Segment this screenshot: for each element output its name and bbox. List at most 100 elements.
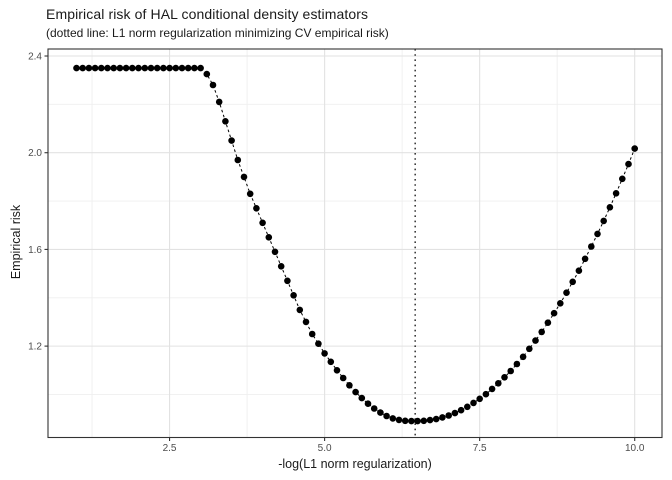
y-tick-label: 2.0 (28, 148, 42, 159)
risk-data-point (339, 374, 347, 382)
risk-data-point (228, 137, 235, 144)
risk-data-point (271, 248, 279, 256)
risk-data-point (358, 394, 366, 402)
x-tick-label: 5.0 (318, 443, 332, 454)
risk-data-point (222, 118, 229, 125)
risk-data-point (563, 289, 570, 297)
risk-data-point (414, 417, 421, 425)
risk-data-point (544, 319, 552, 327)
risk-data-point (253, 205, 260, 212)
risk-data-point (259, 219, 266, 227)
risk-data-point (302, 318, 310, 326)
risk-data-point (197, 64, 204, 72)
risk-data-point (172, 64, 180, 72)
risk-data-point (110, 64, 117, 72)
risk-data-point (116, 64, 124, 72)
risk-data-point (240, 173, 248, 181)
risk-data-point (277, 263, 285, 270)
risk-data-point (501, 374, 508, 381)
risk-data-point (364, 400, 372, 408)
risk-data-point (557, 300, 564, 307)
risk-data-point (321, 350, 328, 357)
risk-data-point (184, 64, 192, 72)
risk-data-point (352, 388, 359, 396)
risk-data-point (290, 292, 297, 299)
x-tick-label: 10.0 (625, 443, 645, 454)
risk-data-point (470, 399, 477, 407)
risk-data-point (519, 353, 527, 361)
risk-data-point (104, 64, 111, 72)
x-axis-title: -log(L1 norm regularization) (278, 457, 432, 471)
risk-data-point (166, 64, 173, 72)
risk-data-point (246, 190, 254, 198)
risk-data-point (308, 330, 316, 338)
risk-data-point (426, 416, 434, 424)
risk-data-point (569, 278, 576, 286)
y-axis-title: Empirical risk (9, 204, 23, 280)
risk-data-point (451, 409, 459, 417)
risk-data-point (395, 416, 403, 424)
risk-data-point (476, 395, 484, 403)
panel-border (47, 48, 663, 439)
risk-data-point (79, 64, 86, 72)
risk-data-point (532, 337, 539, 344)
risk-data-point (488, 385, 496, 393)
risk-data-point (327, 358, 335, 366)
x-tick-label: 2.5 (163, 443, 177, 454)
risk-data-point (135, 64, 142, 72)
risk-data-point (600, 217, 607, 225)
risk-data-point (619, 175, 626, 183)
risk-data-point (625, 160, 632, 168)
panel-background (48, 49, 662, 438)
risk-data-point (346, 382, 353, 389)
risk-data-point (333, 367, 341, 374)
risk-data-point (265, 234, 273, 241)
risk-data-point (122, 64, 130, 72)
risk-data-point (284, 277, 291, 285)
risk-data-point (575, 267, 583, 275)
risk-data-point (91, 64, 99, 72)
risk-data-point (432, 415, 440, 423)
risk-data-point (495, 380, 502, 387)
risk-data-point (464, 403, 471, 411)
risk-data-point (550, 309, 558, 317)
y-tick-label: 2.4 (28, 52, 42, 63)
y-tick-label: 1.2 (28, 342, 42, 353)
risk-data-point (215, 98, 223, 106)
risk-data-point (209, 81, 217, 89)
risk-data-point (420, 417, 428, 425)
risk-data-point (538, 328, 545, 336)
risk-data-point (389, 415, 397, 422)
risk-data-point (457, 406, 465, 414)
risk-data-point (408, 417, 415, 425)
risk-data-point (129, 64, 136, 72)
risk-data-point (513, 360, 521, 368)
risk-data-point (153, 64, 161, 72)
risk-data-point (141, 64, 149, 72)
risk-data-point (191, 64, 198, 72)
risk-data-point (606, 204, 614, 211)
risk-data-point (73, 64, 80, 72)
risk-data-point (377, 409, 384, 416)
x-tick-label: 7.5 (473, 443, 487, 454)
risk-data-point (315, 340, 322, 348)
risk-data-point (445, 412, 453, 419)
risk-data-point (147, 64, 155, 72)
risk-data-point (581, 255, 589, 263)
risk-data-point (98, 64, 105, 72)
plot-subtitle: (dotted line: L1 norm regularization min… (46, 26, 389, 40)
risk-data-point (612, 190, 620, 197)
plot-title: Empirical risk of HAL conditional densit… (46, 6, 369, 22)
risk-data-point (507, 367, 514, 375)
risk-data-point (482, 390, 490, 398)
risk-data-point (203, 70, 211, 78)
risk-data-point (296, 306, 304, 314)
risk-data-point (526, 345, 533, 353)
risk-data-point (370, 405, 378, 412)
risk-data-point (439, 414, 446, 421)
risk-data-point (631, 145, 638, 152)
risk-data-point (234, 156, 242, 164)
risk-data-point (401, 417, 409, 425)
